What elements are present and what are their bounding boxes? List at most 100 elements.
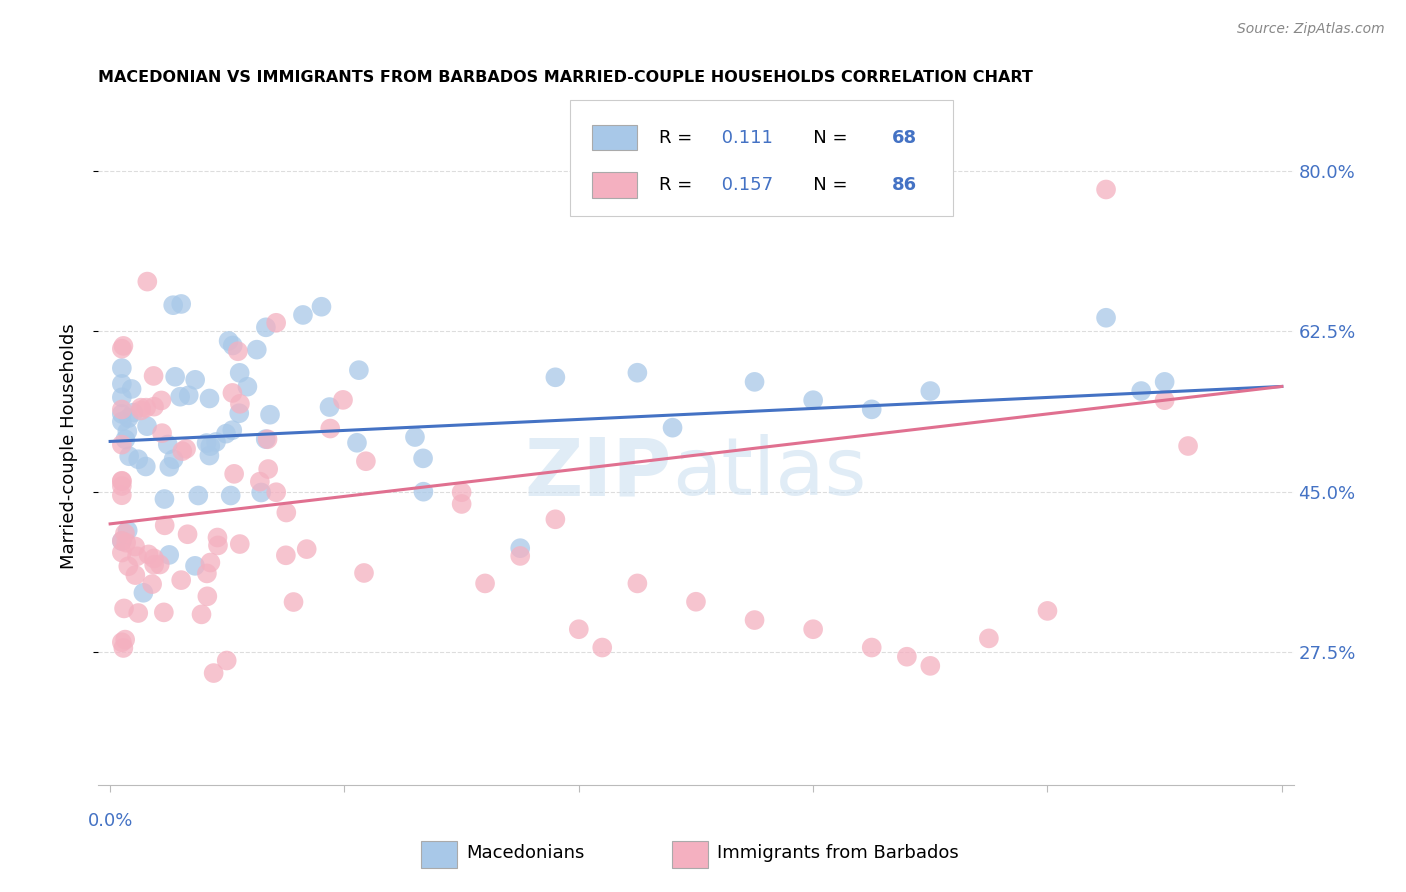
Point xyxy=(626,576,648,591)
Point xyxy=(112,601,135,615)
FancyBboxPatch shape xyxy=(592,172,637,198)
Text: atlas: atlas xyxy=(672,434,866,512)
Point xyxy=(228,406,250,420)
Point xyxy=(195,566,218,581)
Point xyxy=(135,459,157,474)
Point xyxy=(172,444,194,458)
Point xyxy=(170,297,193,311)
Point xyxy=(207,531,229,545)
Point xyxy=(111,402,134,417)
Point xyxy=(121,382,143,396)
Point xyxy=(124,540,146,554)
Point xyxy=(111,390,134,404)
Point xyxy=(138,548,160,562)
Point xyxy=(136,275,159,289)
Text: R =: R = xyxy=(659,176,697,194)
Point xyxy=(143,551,166,566)
Point xyxy=(977,632,1000,646)
Point xyxy=(162,452,184,467)
Point xyxy=(190,607,212,622)
Point xyxy=(450,485,472,500)
Point xyxy=(544,370,567,384)
Point xyxy=(274,549,297,563)
Point xyxy=(198,449,221,463)
Point xyxy=(153,518,176,533)
Point xyxy=(860,640,883,655)
Point xyxy=(347,363,370,377)
FancyBboxPatch shape xyxy=(571,100,953,216)
Y-axis label: Married-couple Households: Married-couple Households xyxy=(59,323,77,569)
Point xyxy=(354,454,377,468)
Point xyxy=(568,622,591,636)
Point xyxy=(111,533,134,548)
Point xyxy=(896,649,918,664)
Point xyxy=(114,632,136,647)
Point xyxy=(544,512,567,526)
Point xyxy=(1153,393,1175,408)
Point xyxy=(264,316,287,330)
Point xyxy=(114,526,136,541)
Point xyxy=(117,524,139,538)
Point xyxy=(801,622,824,636)
Point xyxy=(221,423,243,437)
Point xyxy=(219,489,242,503)
Point xyxy=(264,485,287,500)
Point xyxy=(661,420,683,434)
Point xyxy=(236,380,259,394)
Point xyxy=(215,426,238,441)
Point xyxy=(318,400,340,414)
Text: Immigrants from Barbados: Immigrants from Barbados xyxy=(717,844,959,862)
Point xyxy=(156,437,179,451)
Point xyxy=(1036,604,1059,618)
Point xyxy=(150,426,173,441)
Point xyxy=(135,401,157,415)
Text: N =: N = xyxy=(796,128,853,146)
Point xyxy=(744,613,766,627)
Text: Source: ZipAtlas.com: Source: ZipAtlas.com xyxy=(1237,22,1385,37)
Point xyxy=(202,666,225,681)
Point xyxy=(228,366,250,380)
Point xyxy=(276,506,298,520)
Point xyxy=(1095,182,1118,196)
Point xyxy=(136,419,159,434)
Point xyxy=(111,437,134,451)
Point xyxy=(165,369,187,384)
Point xyxy=(224,467,246,481)
Point xyxy=(198,392,221,406)
Point xyxy=(143,400,166,414)
Text: N =: N = xyxy=(796,176,853,194)
Point xyxy=(111,415,134,429)
Point xyxy=(111,479,134,493)
Text: 0.157: 0.157 xyxy=(716,176,773,194)
Point xyxy=(127,452,149,467)
Point xyxy=(169,390,191,404)
Point xyxy=(319,421,342,435)
Point xyxy=(205,434,228,449)
Point xyxy=(187,489,209,503)
Text: R =: R = xyxy=(659,128,697,146)
Point xyxy=(174,442,197,456)
Point xyxy=(412,451,434,466)
Point xyxy=(111,488,134,502)
Point xyxy=(353,566,375,580)
FancyBboxPatch shape xyxy=(592,125,637,151)
Point xyxy=(1153,375,1175,389)
Point xyxy=(111,342,134,356)
Point xyxy=(412,484,434,499)
Point xyxy=(111,534,134,549)
Point xyxy=(149,558,172,572)
Point xyxy=(229,397,252,411)
Point xyxy=(157,548,180,562)
Point xyxy=(200,439,222,453)
Point xyxy=(195,590,218,604)
Text: Macedonians: Macedonians xyxy=(467,844,585,862)
Point xyxy=(111,545,134,559)
Point xyxy=(218,334,240,348)
Point xyxy=(256,432,278,446)
Point xyxy=(177,388,200,402)
Text: 0.111: 0.111 xyxy=(716,128,773,146)
Point xyxy=(591,640,613,655)
Point xyxy=(450,497,472,511)
Point xyxy=(195,436,218,450)
Point xyxy=(1177,439,1199,453)
